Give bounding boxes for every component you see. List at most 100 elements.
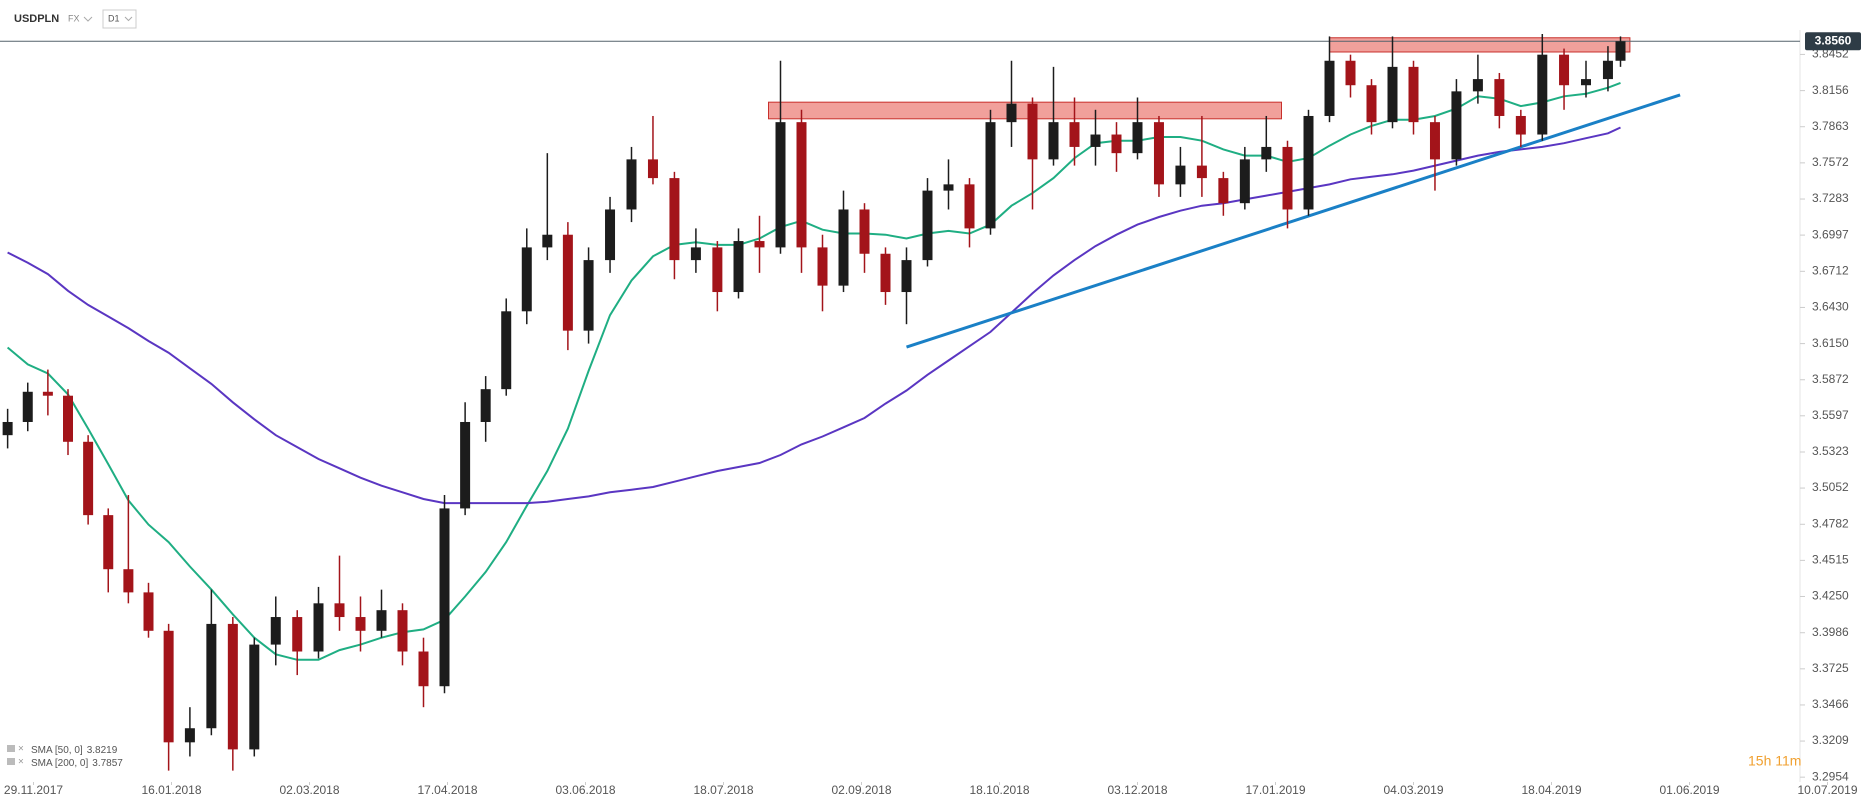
candle-body [796,122,807,248]
dropdown-arrow[interactable] [124,16,133,22]
candle-body [439,508,450,687]
candle-body [922,190,933,261]
x-tick-label: 03.12.2018 [1107,783,1167,797]
candle-body [1451,91,1462,160]
candle-body [1429,122,1440,160]
legend-icon[interactable] [7,758,15,765]
x-tick-label: 04.03.2019 [1383,783,1443,797]
market[interactable]: FX [68,13,80,23]
y-tick-label: 3.2954 [1812,769,1849,783]
candle-body [418,651,429,687]
candle-body [1324,60,1335,116]
candle-body [376,610,387,631]
candle-body [880,253,891,293]
candle-body [838,209,849,286]
candle-body [1006,103,1017,123]
candle-body [292,617,303,652]
candle-body [206,623,217,729]
candle-body [460,421,471,509]
x-tick-label: 18.10.2018 [969,783,1029,797]
candle-body [943,184,954,191]
legend-close-icon[interactable]: × [18,744,24,755]
dropdown-arrow[interactable] [83,16,93,22]
candle-body [775,122,786,248]
candle-body [1345,60,1356,86]
legend-close-icon[interactable]: × [18,757,24,768]
y-tick-label: 3.7283 [1812,191,1849,205]
interval[interactable]: D1 [108,13,120,23]
y-tick-label: 3.3209 [1812,733,1849,747]
legend-name: SMA [200, 0] [31,758,88,769]
candle-body [1581,79,1591,86]
candle-body [143,592,154,631]
x-tick-label: 03.06.2018 [555,783,615,797]
y-tick-label: 3.3466 [1812,697,1849,711]
x-tick-label: 02.09.2018 [831,783,891,797]
x-tick-label: 29.11.2017 [4,783,63,797]
candle-body [63,395,73,442]
y-tick-label: 3.5597 [1812,408,1849,422]
candle-body [754,241,765,248]
candle-body [964,184,975,229]
candle-body [22,391,33,422]
candle-body [859,209,870,254]
legend-entry: SMA [200, 0] 3.7857 [31,758,123,769]
y-tick-label: 3.5872 [1812,372,1849,386]
x-tick-label: 17.04.2018 [417,783,477,797]
candle-body [397,610,408,652]
countdown: 15h 11m [1748,753,1801,769]
x-tick-label: 16.01.2018 [141,783,201,797]
candle-body [1494,79,1505,116]
candle-body [1111,134,1122,154]
symbol[interactable]: USDPLN [14,13,59,25]
y-tick-label: 3.6430 [1812,300,1849,314]
candle-body [1132,122,1143,154]
last-price-box [1805,32,1861,51]
y-tick-label: 3.4515 [1812,553,1849,567]
legend-value: 3.7857 [92,758,123,769]
y-tick-label: 3.7572 [1812,155,1849,169]
candle-body [313,603,324,652]
candle-body [103,515,114,570]
candle-body [227,623,238,750]
candle-body [1175,165,1186,185]
x-tick-label: 01.06.2019 [1659,783,1719,797]
y-tick-label: 3.5323 [1812,444,1849,458]
candle-body [355,617,366,631]
candle-body [1408,66,1419,123]
interval-box[interactable] [102,9,137,29]
candle-body [123,569,134,593]
x-tick-label: 17.01.2019 [1245,783,1305,797]
y-tick-label: 3.3986 [1812,625,1849,639]
candle-body [1615,41,1626,61]
legend-name: SMA [50, 0] [31,745,83,756]
resistance-zone [768,101,1282,120]
candle-body [1282,146,1293,210]
candle-body [712,247,723,293]
candle-body [521,247,532,312]
candle-body [985,122,996,229]
candle-body [562,234,573,331]
legend-icon[interactable] [7,745,15,752]
candle-body [1602,60,1613,80]
moving-average-line [6,81,1621,661]
candle-body [1537,54,1548,135]
y-tick-label: 3.7863 [1812,119,1849,133]
x-tick-label: 18.07.2018 [693,783,753,797]
candle-body [184,728,195,743]
candle-body [42,391,53,396]
x-tick-label: 18.04.2019 [1521,783,1581,797]
last-price-label: 3.8560 [1815,33,1852,47]
y-tick-label: 3.4782 [1812,516,1849,530]
candle-body [1069,122,1080,147]
candle-body [605,209,616,261]
candle-body [901,260,912,293]
candle-body [334,603,345,618]
candle-body [626,159,637,210]
candle-body [647,159,658,179]
candle-body [817,247,828,286]
candle-body [1366,85,1377,123]
candle-body [1048,122,1059,160]
